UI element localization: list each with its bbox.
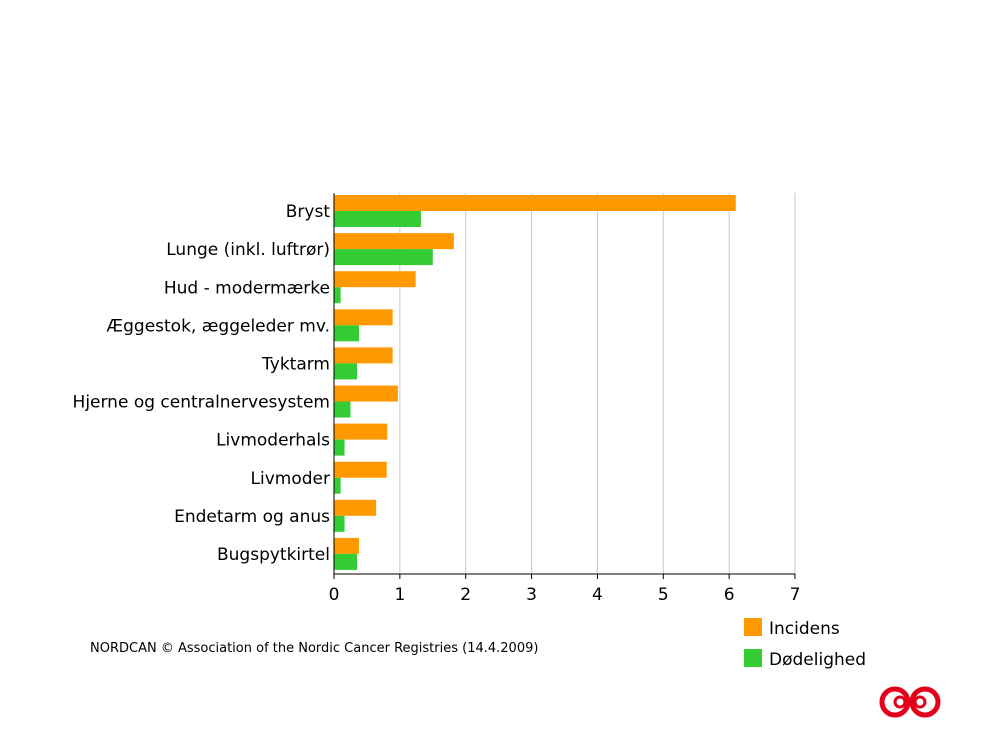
bars [334,195,736,570]
grid-lines [399,193,796,574]
legend-label: Dødelighed [769,650,866,670]
bar-dodelighed [334,287,341,304]
legend-label: Incidens [769,619,840,639]
legend-swatch [744,618,762,636]
category-labels: Bryst Lunge (inkl. luftrør) Hud - modermær… [73,202,331,565]
category-label: Livmoderhals [216,431,330,451]
legend: Incidens Dødelighed [744,618,866,670]
bar-incidens [334,537,360,554]
bar-incidens [334,347,393,364]
bar-incidens [334,309,393,326]
category-label: Bryst [286,202,331,222]
x-tick-label: 1 [394,585,405,605]
x-tick-label: 0 [329,585,340,605]
bar-dodelighed [334,515,345,532]
category-label: Bugspytkirtel [217,545,330,565]
category-label: Æggestok, æggeleder mv. [107,316,330,336]
category-label: Tyktarm [261,354,330,374]
bar-dodelighed [334,211,421,227]
bar-incidens [334,195,736,211]
category-label: Livmoder [251,469,330,489]
category-label: Endetarm og anus [174,507,330,527]
x-tick-label: 5 [658,585,669,605]
bar-dodelighed [334,439,345,456]
legend-swatch [744,649,762,667]
x-tick-label: 4 [592,585,603,605]
axes [333,193,796,579]
bar-dodelighed [334,249,433,266]
x-tick-label: 6 [724,585,735,605]
source-note: NORDCAN © Association of the Nordic Canc… [90,641,539,656]
bar-incidens [334,423,388,440]
bar-dodelighed [334,553,358,570]
category-label: Lunge (inkl. luftrør) [166,240,330,260]
bar-dodelighed [334,325,360,342]
x-tick-label: 2 [460,585,471,605]
bar-dodelighed [334,477,341,494]
nordcan-infinity-logo-icon [879,686,941,718]
bar-incidens [334,461,387,478]
x-tick-label: 3 [526,585,537,605]
category-label: Hud - modermærke [164,278,330,298]
bar-dodelighed [334,401,351,418]
bar-incidens [334,271,416,288]
bar-incidens [334,499,377,516]
bar-incidens [334,385,398,402]
x-tick-labels: 0 1 2 3 4 5 6 7 [329,585,801,605]
x-tick-label: 7 [790,585,801,605]
category-label: Hjerne og centralnervesystem [73,393,330,413]
bar-incidens [334,233,454,250]
bar-dodelighed [334,363,358,380]
